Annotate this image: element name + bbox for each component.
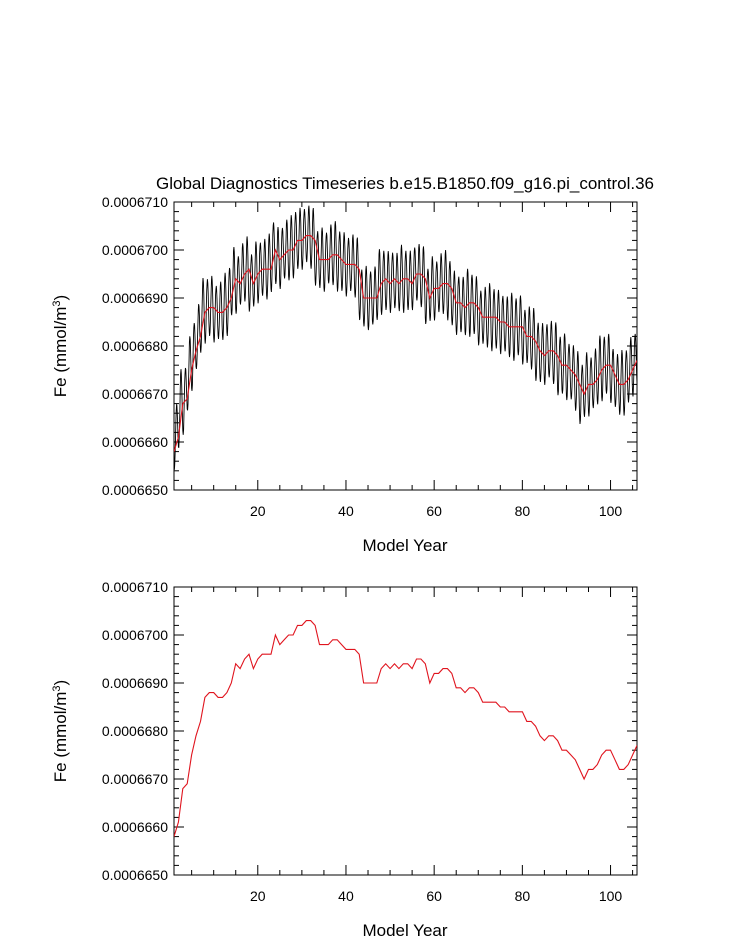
bottom-x-tick-label: 20 [250,888,266,904]
top-y-axis-label-suffix: ) [51,295,70,301]
top-plot-frame [173,201,638,491]
top-x-tick-label: 20 [250,503,266,519]
top-y-axis-label: Fe (mmol/m3) [51,295,70,397]
bottom-x-tick-label: 60 [426,888,442,904]
bottom-x-tick-label: 40 [338,888,354,904]
bottom-y-axis-label: Fe (mmol/m3) [51,680,70,782]
top-y-tick-label: 0.0006690 [102,290,168,306]
bottom-timeseries-panel: 20 40 60 80 100 0.0006650 0.0006660 0.0006670 0.… [51,579,638,940]
bottom-x-tick-label: 80 [515,888,531,904]
top-y-tick-label: 0.0006660 [102,434,168,450]
top-y-axis-label-superscript: 3 [51,300,63,306]
chart-title: Global Diagnostics Timeseries b.e15.B185… [156,174,654,193]
top-timeseries-panel: Global Diagnostics Timeseries b.e15.B185… [51,174,654,555]
top-y-axis-label-main: Fe (mmol/m [51,307,70,398]
top-x-tick-label: 100 [599,503,623,519]
top-y-tick-label: 0.0006710 [102,194,168,210]
bottom-y-tick-label: 0.0006650 [102,867,168,883]
top-series-group [174,205,637,470]
bottom-y-tick-label: 0.0006670 [102,771,168,787]
top-y-tick-label: 0.0006700 [102,242,168,258]
bottom-y-axis-label-suffix: ) [51,680,70,686]
top-x-tick-label: 40 [338,503,354,519]
top-x-tick-label: 60 [426,503,442,519]
top-y-tick-label: 0.0006670 [102,386,168,402]
bottom-series-group [174,620,637,837]
top-y-tick-label: 0.0006680 [102,338,168,354]
top-annual-series-line [174,235,637,452]
bottom-x-tick-label: 100 [599,888,623,904]
bottom-y-tick-label: 0.0006710 [102,579,168,595]
bottom-y-tick-label: 0.0006660 [102,819,168,835]
bottom-y-axis-label-superscript: 3 [51,685,63,691]
bottom-annual-series-line [174,620,637,837]
bottom-y-tick-label: 0.0006690 [102,675,168,691]
top-y-tick-label: 0.0006650 [102,482,168,498]
bottom-x-axis-label: Model Year [362,921,447,940]
bottom-plot-area: 20 40 60 80 100 0.0006650 0.0006660 0.0006670 0.… [102,579,638,904]
top-plot-area: 20 40 60 80 100 0.0006650 0.0006660 0.0006670 0.… [102,194,638,519]
top-x-axis-label: Model Year [362,536,447,555]
bottom-y-tick-label: 0.0006680 [102,723,168,739]
top-x-tick-label: 80 [515,503,531,519]
top-monthly-series-line [174,205,637,470]
bottom-plot-frame [173,586,638,876]
bottom-y-axis-label-main: Fe (mmol/m [51,692,70,783]
bottom-y-tick-label: 0.0006700 [102,627,168,643]
